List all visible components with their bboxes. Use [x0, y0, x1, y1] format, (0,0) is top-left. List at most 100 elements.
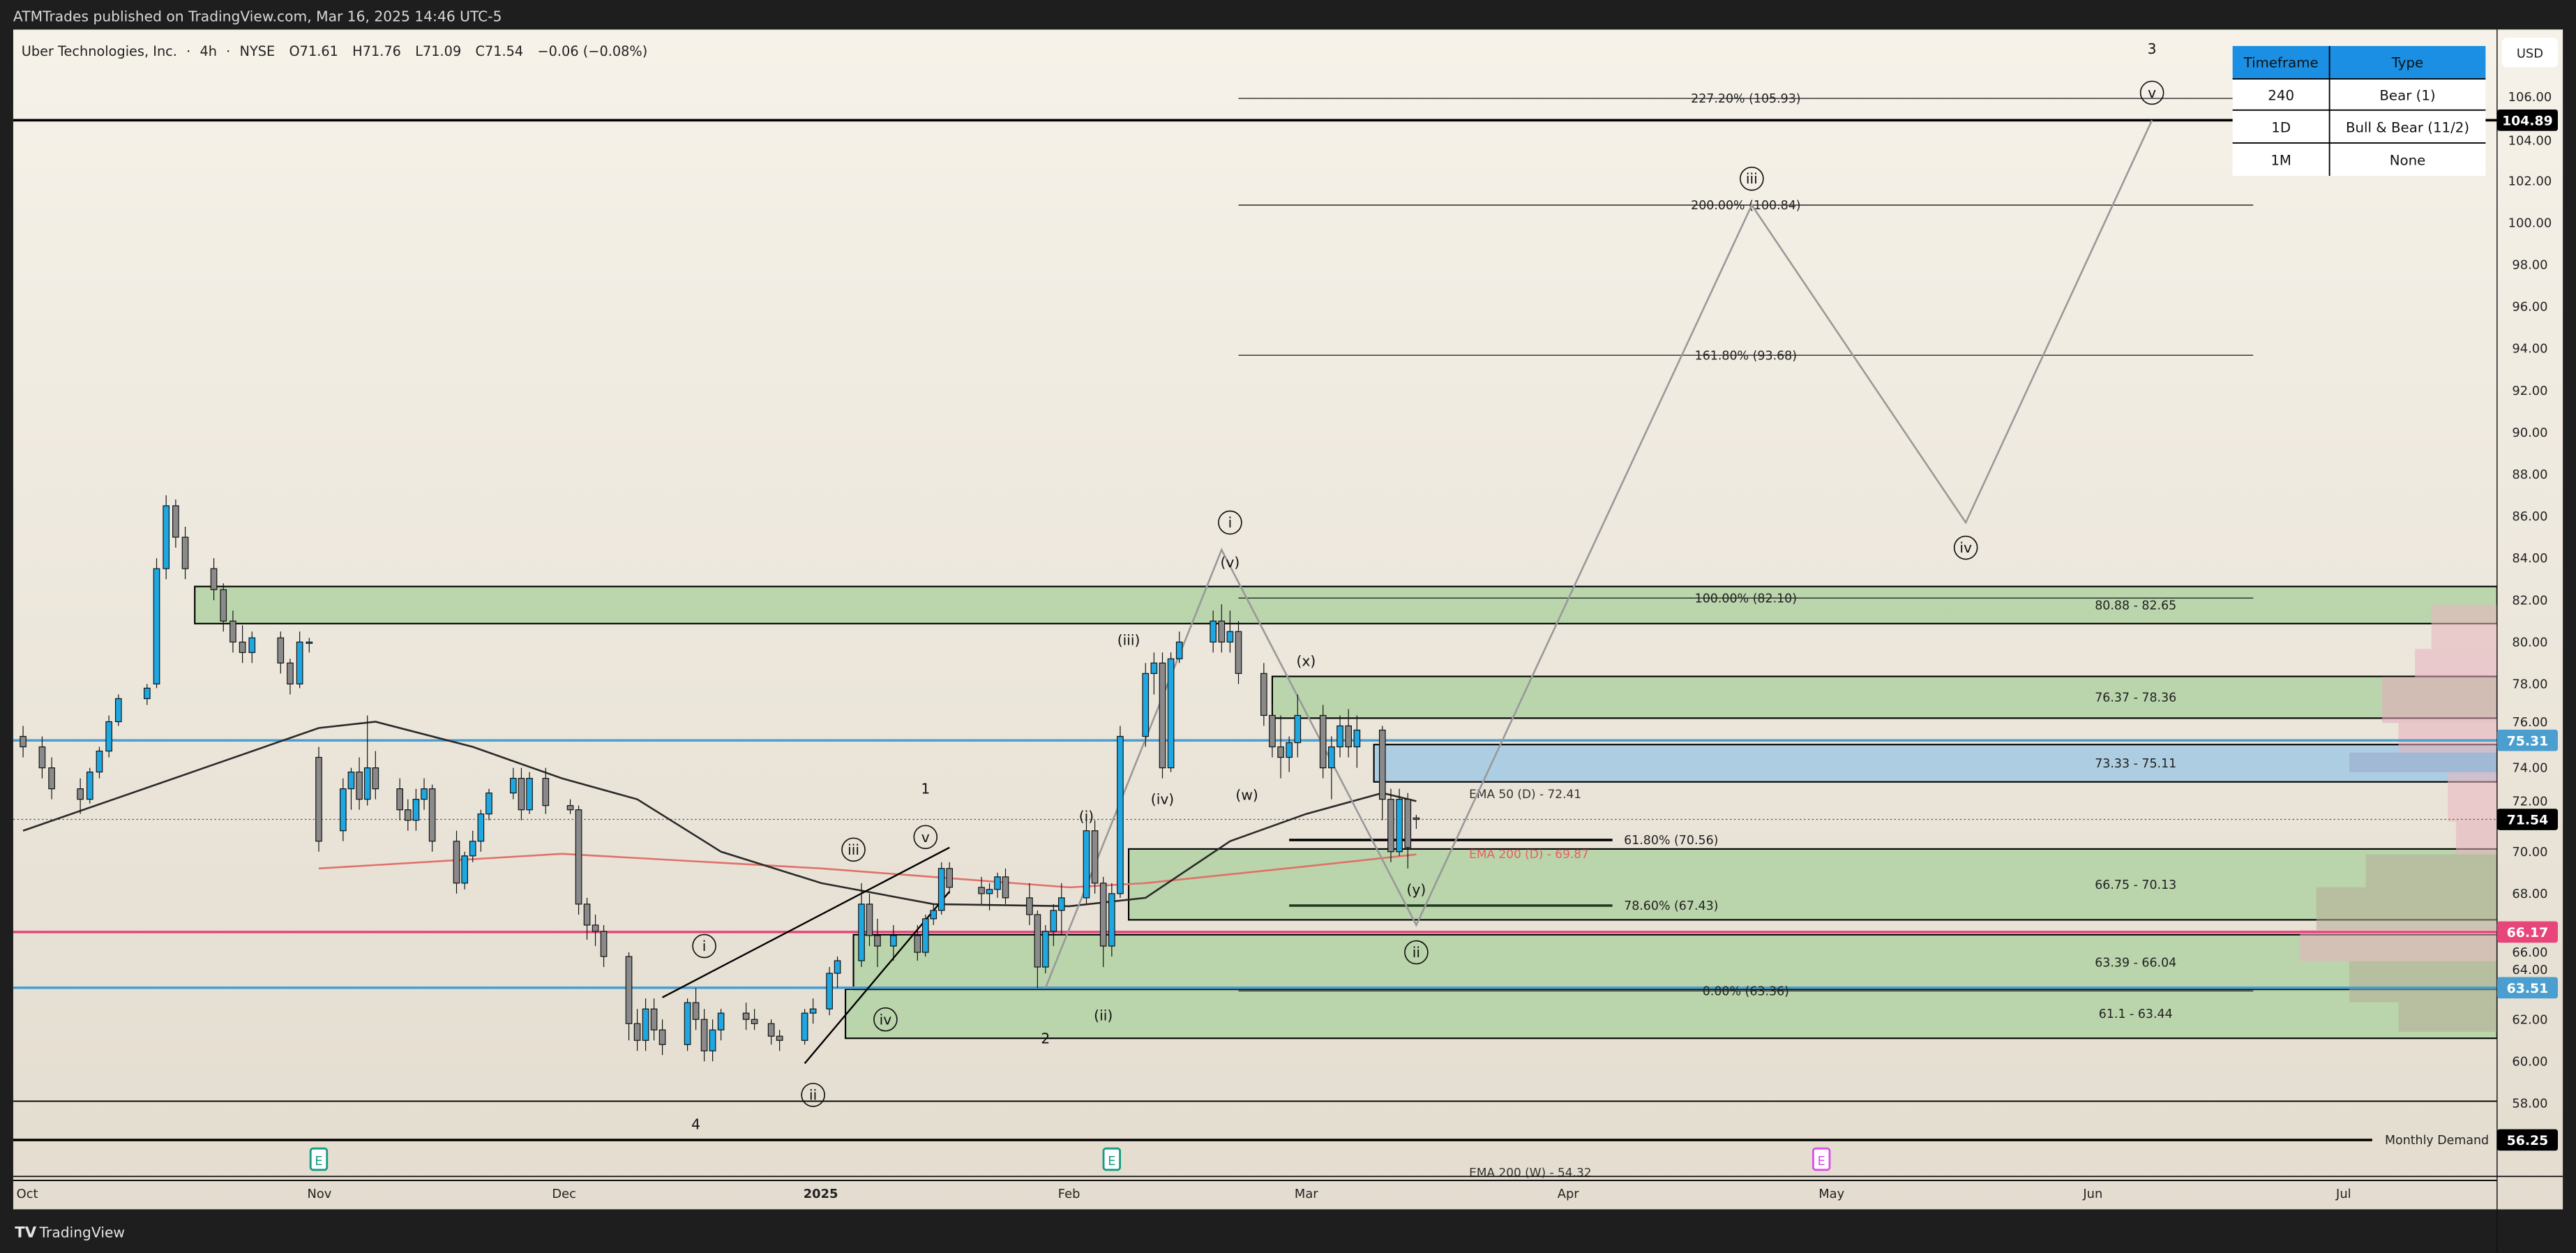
candle-body — [220, 589, 227, 622]
price-tick-label: 92.00 — [2512, 384, 2547, 398]
zone-rect[interactable] — [845, 988, 2498, 1040]
candle — [809, 998, 817, 1024]
candle-body — [542, 778, 550, 806]
candle — [1269, 705, 1276, 758]
candle-body — [1396, 799, 1403, 853]
candle-body — [1108, 893, 1115, 947]
price-tick-label: 58.00 — [2512, 1097, 2547, 1111]
price-axis[interactable]: USD 106.00 104.00 102.00 100.00 98.00 96.00 94… — [2496, 29, 2563, 1252]
symbol-name[interactable]: Uber Technologies, Inc. — [22, 43, 177, 59]
price-tick-label: 66.00 — [2512, 945, 2547, 960]
wave-label-circle — [1404, 940, 1429, 965]
candle-body — [625, 956, 633, 1024]
wave-label-circle — [1740, 166, 1764, 191]
time-label-may: May — [1818, 1187, 1844, 1201]
wave-projection-path[interactable] — [1044, 119, 2153, 989]
candle-body — [1042, 931, 1049, 968]
candle-body — [751, 1019, 758, 1024]
candle — [1142, 663, 1150, 747]
zone-rect[interactable] — [1127, 848, 2498, 921]
candle — [914, 924, 921, 961]
candle — [1026, 883, 1033, 925]
earnings-marker-icon[interactable] — [309, 1147, 329, 1171]
candle-body — [1413, 817, 1420, 820]
zone-rect[interactable] — [1271, 675, 2498, 719]
candle-body — [181, 537, 189, 569]
wave-label-circle — [1953, 535, 1978, 560]
candle-body — [428, 788, 436, 842]
volume-profile-bar — [2448, 772, 2497, 822]
zone-rect[interactable] — [194, 585, 2498, 624]
ohlc-open: O71.61 — [289, 43, 338, 59]
price-badge-label: 71.54 — [2507, 813, 2549, 828]
candle-body — [575, 809, 582, 905]
plot-area[interactable]: 80.88 - 82.65 76.37 - 78.36 73.33 - 75.11 6… — [13, 40, 2498, 1181]
symbol-interval: 4h — [199, 43, 217, 59]
candle — [1336, 715, 1343, 758]
candle — [469, 830, 476, 862]
separator: · — [186, 43, 190, 59]
ema200-daily-line — [318, 853, 1417, 889]
candle — [583, 897, 591, 940]
time-axis[interactable]: Oct Nov Dec 2025 Feb Mar Apr May Jun Jul — [13, 1176, 2563, 1201]
candle — [1091, 820, 1099, 894]
candle — [1396, 788, 1403, 856]
price-tick-label: 86.00 — [2512, 509, 2547, 524]
candle — [239, 625, 246, 663]
wave-label-circle — [801, 1083, 825, 1107]
candle — [874, 918, 881, 968]
candle-body — [994, 876, 1001, 890]
candle-body — [890, 935, 897, 947]
ohlc-close: C71.54 — [476, 43, 524, 59]
price-tick-label: 70.00 — [2512, 845, 2547, 860]
candle — [575, 805, 582, 915]
candle-body — [296, 641, 303, 684]
candle-body — [347, 772, 355, 790]
symbol-legend: Uber Technologies, Inc. · 4h · NYSE O71.… — [22, 43, 648, 59]
candle — [650, 998, 658, 1041]
candle-body — [229, 620, 236, 643]
trendline[interactable] — [662, 846, 950, 998]
candle-body — [946, 868, 954, 888]
candle-body — [239, 641, 246, 653]
candle-body — [1345, 725, 1353, 748]
zone-label: 80.88 - 82.65 — [2095, 599, 2176, 613]
wave-label: i — [702, 938, 707, 954]
candle — [700, 1009, 708, 1062]
candle — [658, 1019, 666, 1056]
candle — [625, 952, 633, 1041]
volume-profile-bar — [2365, 854, 2497, 887]
candle — [485, 788, 492, 820]
candle — [340, 778, 347, 841]
candle-body — [485, 793, 492, 815]
symbol-exchange: NYSE — [240, 43, 276, 59]
candle-body — [404, 809, 412, 821]
ohlc-change: −0.06 (−0.08%) — [537, 43, 647, 59]
currency-button[interactable] — [2501, 38, 2558, 68]
price-tick-label: 60.00 — [2512, 1054, 2547, 1069]
wave-label-circle — [1218, 510, 1242, 535]
price-tick-label: 104.00 — [2508, 134, 2552, 149]
price-tick-label: 106.00 — [2508, 90, 2552, 105]
price-tick-label: 80.00 — [2512, 635, 2547, 650]
candle-body — [986, 889, 993, 894]
time-label-dec: Dec — [552, 1187, 576, 1201]
candle — [404, 799, 412, 831]
candle — [1235, 621, 1242, 684]
candle — [396, 778, 404, 820]
candle-body — [1057, 897, 1065, 911]
candle-body — [210, 568, 218, 590]
candle-body — [1083, 830, 1090, 899]
time-label-apr: Apr — [1558, 1187, 1580, 1201]
candle — [642, 998, 649, 1051]
candle-body — [1269, 714, 1276, 748]
price-tick-label: 74.00 — [2512, 761, 2547, 776]
price-badge-label: 66.17 — [2507, 926, 2549, 940]
earnings-marker-icon[interactable] — [1102, 1147, 1122, 1171]
zone-rect[interactable] — [1373, 744, 2498, 783]
candle — [890, 924, 897, 961]
candle — [600, 924, 608, 968]
candle — [801, 1009, 808, 1045]
earnings-marker-icon[interactable] — [1812, 1147, 1831, 1171]
